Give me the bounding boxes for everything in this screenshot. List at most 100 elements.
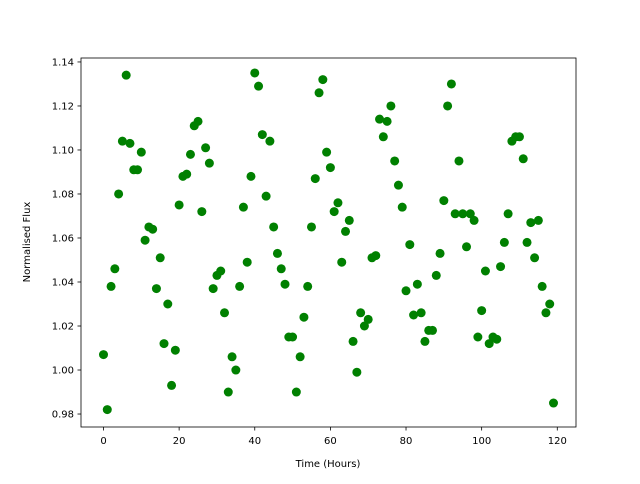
point	[227, 352, 237, 362]
point	[140, 235, 150, 245]
point	[545, 299, 555, 309]
point	[121, 70, 131, 80]
point	[405, 240, 415, 250]
point	[102, 405, 112, 415]
point	[484, 339, 494, 349]
x-tick-label: 40	[248, 436, 261, 447]
point	[322, 147, 332, 157]
point	[295, 352, 305, 362]
point	[114, 189, 124, 199]
point	[163, 299, 173, 309]
point	[416, 308, 426, 318]
point	[465, 209, 475, 219]
point	[223, 387, 233, 397]
point	[208, 284, 218, 294]
point	[549, 398, 558, 408]
point	[220, 308, 230, 318]
point	[356, 308, 366, 318]
point	[492, 334, 502, 344]
point	[439, 196, 449, 206]
point	[458, 209, 468, 219]
point	[314, 88, 324, 98]
y-tick-label: 1.00	[52, 366, 74, 377]
point	[182, 169, 192, 179]
point	[201, 143, 211, 153]
y-axis-label: Normalised Flux	[22, 202, 33, 283]
point	[291, 387, 301, 397]
point	[318, 75, 328, 85]
point	[133, 165, 143, 175]
x-tick-label: 80	[400, 436, 413, 447]
point	[310, 174, 320, 184]
point	[344, 215, 354, 225]
point	[174, 200, 184, 210]
point	[254, 81, 264, 91]
point	[235, 281, 245, 291]
point	[204, 158, 214, 168]
point	[363, 314, 373, 324]
point	[125, 138, 135, 148]
point	[427, 325, 437, 335]
point	[265, 136, 275, 146]
y-tick-label: 1.14	[52, 57, 74, 68]
point	[371, 251, 381, 261]
point	[306, 222, 316, 232]
point	[514, 132, 524, 142]
point	[276, 264, 286, 274]
x-tick-label: 60	[324, 436, 337, 447]
point	[522, 237, 532, 247]
y-tick-label: 1.10	[52, 145, 74, 156]
point	[325, 163, 335, 173]
point	[117, 136, 127, 146]
y-tick-label: 1.04	[52, 277, 74, 288]
point	[299, 312, 309, 322]
point	[386, 101, 396, 111]
point	[216, 266, 226, 276]
y-tick-label: 1.12	[52, 101, 74, 112]
point	[170, 345, 180, 355]
point	[412, 279, 422, 289]
x-tick-label: 120	[548, 436, 567, 447]
point	[499, 237, 509, 247]
point	[359, 321, 369, 331]
point	[469, 215, 479, 225]
point	[110, 264, 120, 274]
point	[167, 380, 177, 390]
point	[242, 257, 252, 267]
point	[526, 218, 536, 228]
point	[155, 253, 165, 263]
point	[272, 248, 282, 258]
point	[435, 248, 445, 258]
y-tick-label: 1.02	[52, 322, 74, 333]
point	[382, 116, 392, 126]
point	[288, 332, 298, 342]
point	[477, 306, 487, 316]
point	[151, 284, 161, 294]
point	[462, 242, 472, 252]
y-tick-label: 0.98	[52, 410, 74, 421]
point	[231, 365, 241, 375]
point	[378, 132, 388, 142]
y-tick-label: 1.08	[52, 189, 74, 200]
x-tick-label: 100	[472, 436, 491, 447]
point	[393, 180, 403, 190]
point	[443, 101, 453, 111]
point	[480, 266, 490, 276]
point	[136, 147, 146, 157]
point	[401, 286, 411, 296]
axes-frame	[80, 57, 577, 428]
point	[303, 281, 313, 291]
point	[106, 281, 116, 291]
point	[250, 68, 260, 78]
point	[503, 209, 513, 219]
point	[257, 130, 267, 140]
point	[541, 308, 551, 318]
point	[446, 79, 456, 89]
point	[193, 116, 203, 126]
x-tick-label: 20	[173, 436, 186, 447]
point	[537, 281, 547, 291]
point	[329, 207, 339, 217]
point	[148, 224, 158, 234]
point	[348, 336, 358, 346]
